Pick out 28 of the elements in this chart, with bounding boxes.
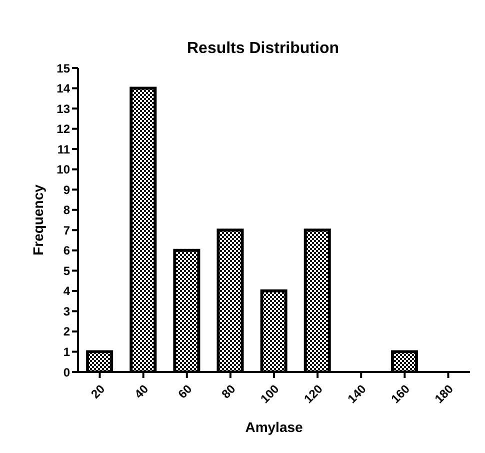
y-tick-label: 15 [56,61,70,76]
x-tick-label: 20 [88,382,108,402]
y-tick-label: 0 [63,365,70,380]
x-tick-label: 140 [344,382,370,406]
y-tick-label: 6 [63,244,70,258]
chart-title: Results Distribution [186,39,340,59]
x-tick-label: 160 [388,382,413,406]
y-tick-label: 13 [56,102,70,116]
y-tick-label: 12 [56,122,70,136]
y-tick-label: 2 [63,324,70,339]
y-tick-label: 4 [63,284,70,298]
x-tick-label: 80 [218,382,238,402]
x-tick-label: 180 [432,382,456,406]
y-tick-label: 9 [63,182,70,197]
x-tick-label: 100 [258,382,282,406]
y-tick-label: 10 [56,162,70,177]
y-tick-label: 8 [63,203,70,218]
y-tick-label: 7 [63,223,70,238]
y-tick-label: 5 [63,264,70,278]
y-tick-label: 3 [63,304,70,318]
x-tick-label: 60 [175,382,195,402]
y-tick-label: 11 [57,142,70,156]
x-tick-label: 40 [132,382,152,402]
y-tick-label: 1 [63,344,70,359]
x-tick-label: 120 [301,382,326,406]
y-axis-title: Frequency [30,184,46,256]
y-tick-label: 14 [56,82,70,96]
x-axis-title: Amylase [245,419,304,435]
